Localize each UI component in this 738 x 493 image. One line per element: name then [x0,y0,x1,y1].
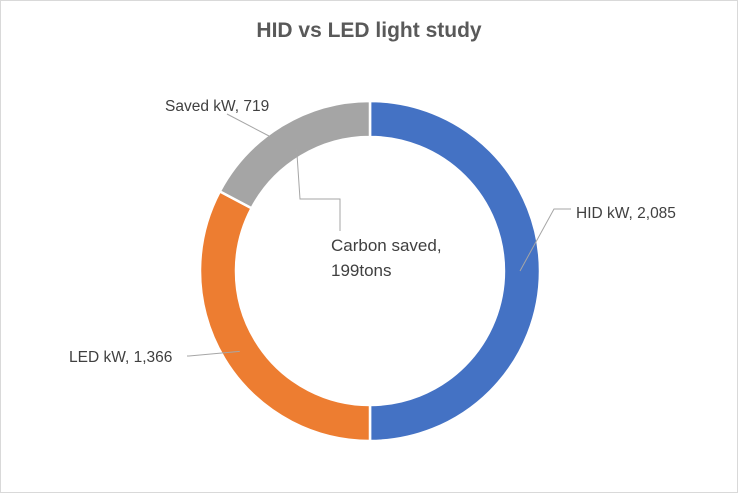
slice-hid-kw [368,99,542,443]
slice-saved-kw [218,99,372,210]
center-label-line2: 199tons [331,261,392,280]
data-label-led: LED kW, 1,366 [69,349,172,366]
leader-line-led [187,350,240,357]
chart-title: HID vs LED light study [256,19,482,42]
leader-line-saved [226,113,270,137]
center-label-line1: Carbon saved, [331,236,442,255]
leader-line-hid [519,208,571,272]
data-label-saved: Saved kW, 719 [165,98,269,115]
doughnut-slices [198,99,542,443]
leader-lines [187,113,571,357]
leader-line-center [296,148,341,231]
slice-led-kw [198,189,372,443]
data-label-hid: HID kW, 2,085 [576,205,676,222]
